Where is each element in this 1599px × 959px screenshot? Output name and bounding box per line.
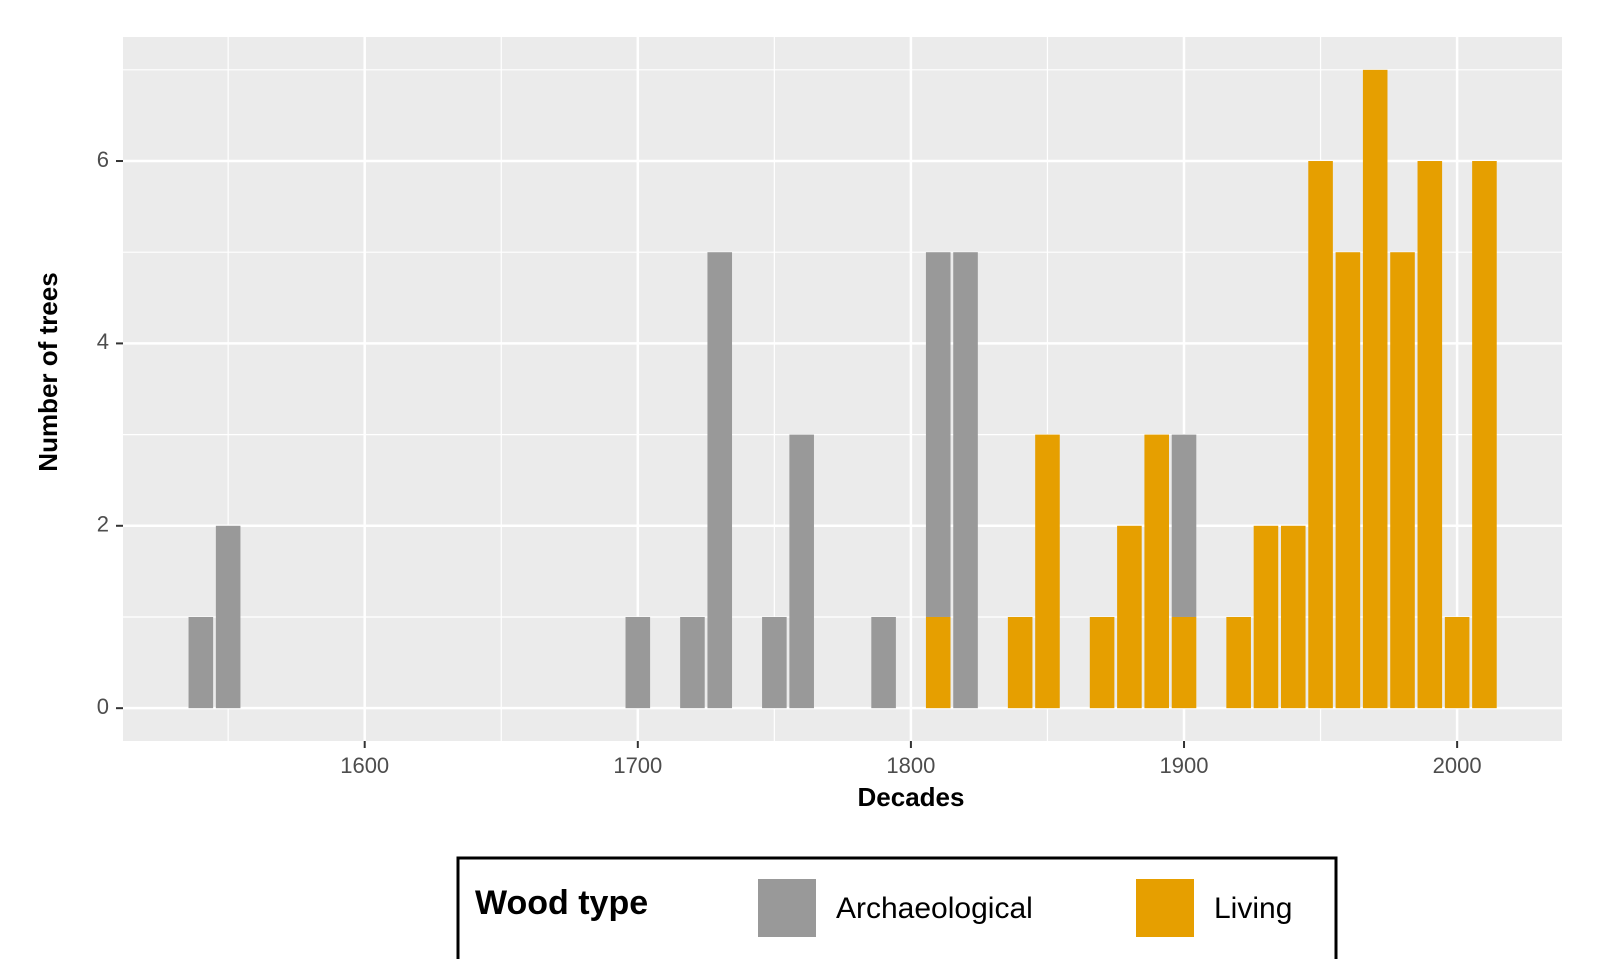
y-axis-title: Number of trees [33, 272, 63, 471]
bar [789, 434, 814, 709]
x-axis-title: Decades [858, 782, 965, 812]
x-tick-label: 2000 [1433, 753, 1482, 778]
bar [1308, 161, 1333, 709]
y-tick-label: 2 [97, 512, 109, 537]
bar [1035, 434, 1060, 709]
y-tick-label: 6 [97, 147, 109, 172]
bar [1226, 616, 1251, 709]
x-tick-label: 1700 [613, 753, 662, 778]
bars [188, 69, 1497, 709]
bar [1171, 616, 1197, 709]
bar [1335, 252, 1361, 709]
y-tick-label: 0 [97, 694, 109, 719]
bar [1007, 616, 1033, 709]
bar [188, 616, 214, 709]
x-tick-label: 1900 [1160, 753, 1209, 778]
bar [680, 616, 705, 709]
bar [1362, 69, 1388, 709]
x-tick-label: 1600 [340, 753, 389, 778]
legend-swatch [758, 879, 816, 937]
bar [1144, 434, 1169, 709]
legend-title: Wood type [475, 884, 648, 922]
bar [215, 525, 241, 709]
bar [871, 616, 896, 709]
bar [1117, 525, 1142, 709]
bar [1472, 161, 1497, 709]
bar [1417, 161, 1443, 709]
bar [1280, 525, 1306, 709]
legend-label: Archaeological [836, 892, 1033, 925]
bar [1444, 616, 1470, 709]
bar [707, 252, 733, 709]
y-tick-label: 4 [97, 329, 109, 354]
bar [953, 252, 978, 709]
bar [925, 616, 951, 709]
axes: 1600 1700 1800 1900 2000 0 2 4 6 [97, 147, 1482, 778]
bar [1390, 252, 1415, 709]
bar [625, 616, 651, 709]
legend-swatch [1136, 879, 1194, 937]
legend-label: Living [1214, 892, 1292, 925]
bar [1253, 525, 1279, 709]
bar [762, 616, 787, 709]
legend: Archaeological Living [758, 879, 1292, 937]
x-tick-label: 1800 [886, 753, 935, 778]
bar [1171, 434, 1197, 617]
bar [1089, 616, 1115, 709]
bar [925, 252, 951, 617]
